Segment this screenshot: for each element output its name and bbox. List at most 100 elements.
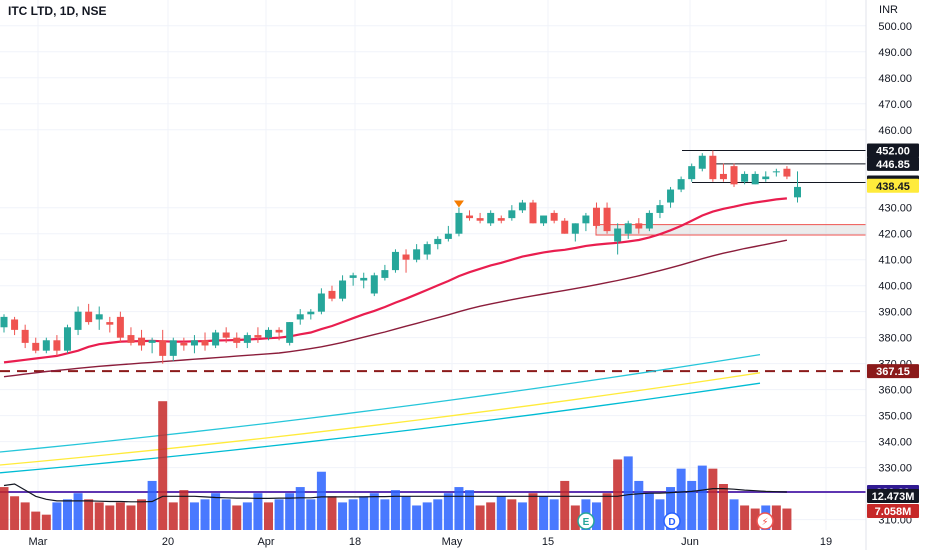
triangle-marker-icon [453,200,464,208]
volume-bar [528,493,538,530]
price-label: 7.058M [867,504,919,518]
volume-bar [285,493,295,530]
candle-body [275,329,283,333]
candle-body [730,166,738,185]
candle-body [307,311,315,315]
candle-body [63,327,71,351]
candle-body [21,329,29,343]
candle-body [138,337,146,346]
x-tick-label: Apr [257,536,274,548]
volume-bar [570,505,580,530]
volume-bar [517,502,527,530]
volume-bar [274,499,284,530]
candle [11,316,19,336]
candle-body [688,166,696,180]
candle [148,337,156,354]
candle [487,210,495,226]
candle-body [667,189,675,203]
volume-bar [126,505,136,530]
volume-bar [306,499,316,530]
candle-body [561,220,569,234]
y-tick-label: 470.00 [878,99,912,111]
candle [32,337,40,354]
candle-body [487,212,495,224]
volume-bar [655,499,665,530]
candle-body [74,311,82,330]
dividend-letter: D [668,517,675,528]
candle-body [592,207,600,226]
candle [169,337,177,362]
candle [772,168,780,177]
candle-body [645,212,653,229]
candle-body [254,335,262,338]
x-tick-label: 18 [349,536,361,548]
currency-label: INR [879,4,898,16]
volume-bar [666,487,676,530]
candle [106,316,114,333]
volume-bar [0,487,9,530]
candle-body [656,205,664,213]
x-tick-label: May [442,536,463,548]
candle-body [571,223,579,234]
candle [74,306,82,336]
x-tick-label: 15 [542,536,554,548]
volume-bar [20,502,30,530]
candle [233,332,241,349]
volume-bar [242,502,252,530]
candle [190,335,198,354]
volume-bar [496,496,506,530]
volume-bar [782,508,792,530]
candle-body [391,251,399,271]
candle [571,223,579,242]
price-label-bg [867,504,919,518]
candle-body [370,275,378,294]
volume-bar [750,508,760,530]
volume-bar [115,502,125,530]
volume-bar [41,514,51,530]
volume-bar [189,502,199,530]
volume-bar [644,493,654,530]
candle-body [698,155,706,169]
price-label-text: 367.15 [876,366,910,378]
dividend-circle [663,512,681,530]
candle [339,275,347,302]
candle [751,171,759,185]
volume-bar [264,502,273,530]
candle [794,171,801,203]
candle [42,337,50,354]
symbol-title[interactable]: ITC LTD, 1D, NSE [8,4,107,18]
candle [444,225,452,242]
flash-marker-icon: ⚡ [756,512,774,530]
volume-bar [253,493,263,530]
price-label-text: 452.00 [876,146,910,158]
candle-body [85,311,93,323]
candle-body [434,238,442,245]
volume-average-line [3,483,787,503]
candle-body [677,179,685,190]
candle [741,171,749,185]
price-label-text: 12.473M [872,491,915,503]
volume-bar [549,499,559,530]
candle-body [32,342,40,351]
candle-body [201,340,209,346]
candle [518,199,526,213]
volume-bar [147,480,157,530]
candle [391,249,399,273]
dividend-marker-icon: D [663,512,681,530]
price-label: 12.473M [867,489,919,503]
volume-bars [0,401,792,530]
price-label-bg [867,364,919,379]
volume-bar [168,502,178,530]
volume-bar [327,496,337,530]
earnings-letter: E [583,517,590,528]
candle-body [159,340,167,356]
candle [317,288,325,315]
candle-body [709,155,717,180]
candle [614,223,622,255]
y-tick-label: 390.00 [878,307,912,319]
candle-body [11,319,19,330]
candle [53,335,61,356]
candle [635,218,643,234]
